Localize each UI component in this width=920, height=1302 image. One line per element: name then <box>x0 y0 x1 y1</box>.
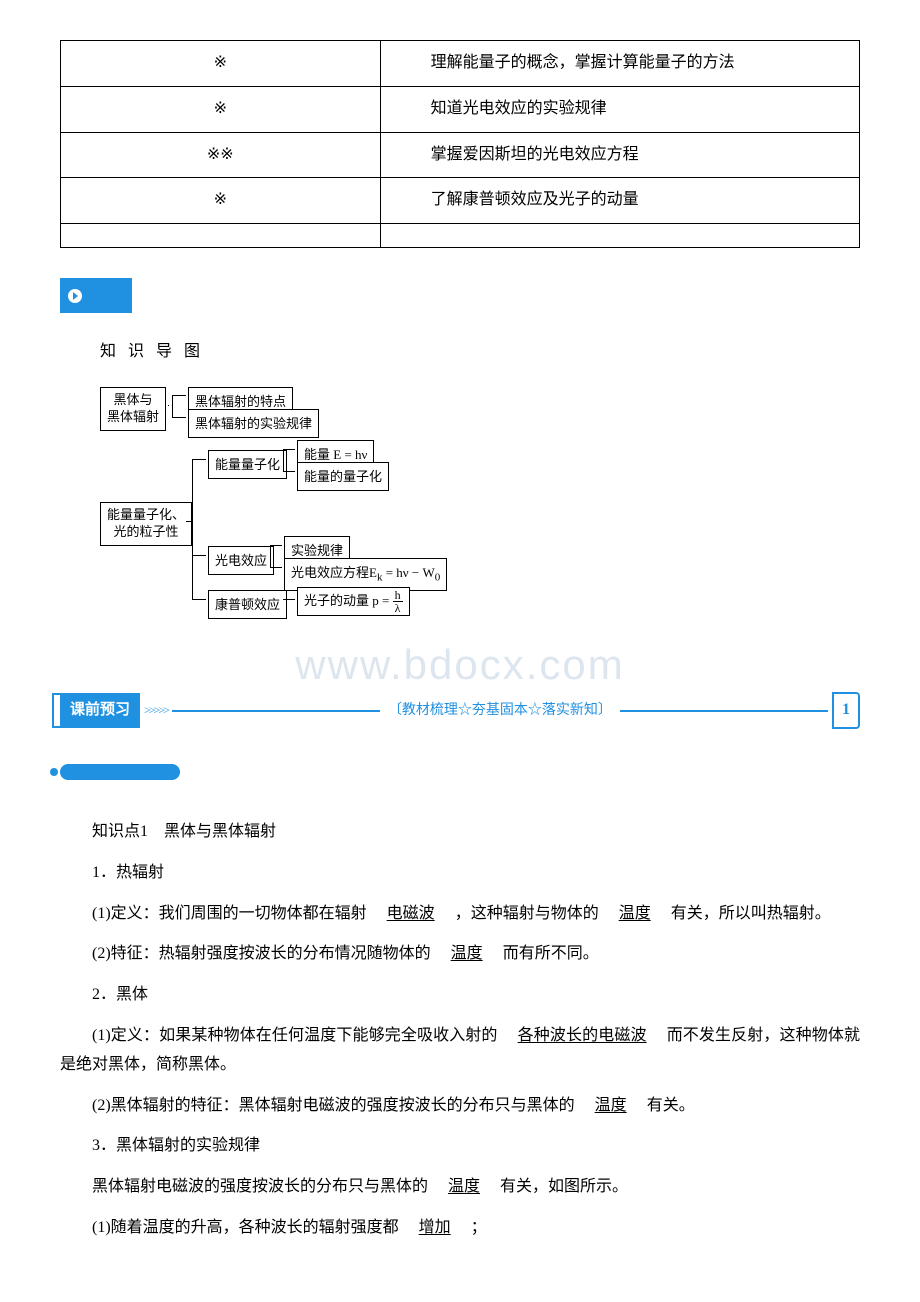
watermark-text: www.bdocx.com <box>60 627 860 703</box>
text: ，这种辐射与物体的 <box>439 905 615 922</box>
text: (2)黑体辐射的特征：黑体辐射电磁波的强度按波长的分布只与黑体的 <box>92 1097 591 1114</box>
text: 黑体辐射电磁波的强度按波长的分布只与黑体的 <box>92 1178 444 1195</box>
km-label: 光的粒子性 <box>114 524 179 539</box>
table-cell-marker: ※ <box>61 41 381 87</box>
table-cell-marker: ※ <box>61 178 381 224</box>
fill-blank: 各种波长的电磁波 <box>514 1027 651 1044</box>
table-cell-desc: 了解康普顿效应及光子的动量 <box>380 178 859 224</box>
banner-left-label: 课前预习 <box>60 693 140 728</box>
km-sub: 0 <box>435 571 441 583</box>
paragraph: 黑体辐射电磁波的强度按波长的分布只与黑体的 温度 有关，如图所示。 <box>60 1173 860 1202</box>
text: (1)定义：如果某种物体在任何温度下能够完全吸收入射的 <box>92 1027 514 1044</box>
text: 有关，如图所示。 <box>484 1178 628 1195</box>
km-node-root1: 黑体与 黑体辐射 <box>100 387 166 431</box>
table-row: ※ 理解能量子的概念，掌握计算能量子的方法 <box>61 41 860 87</box>
km-node: 黑体辐射的实验规律 <box>188 409 319 438</box>
fill-blank: 温度 <box>615 905 655 922</box>
table-row: ※※ 掌握爱因斯坦的光电效应方程 <box>61 132 860 178</box>
km-label: 黑体与 <box>114 392 153 407</box>
km-node-formula: 光子的动量 p = hλ <box>297 587 410 617</box>
fill-blank: 温度 <box>591 1097 631 1114</box>
text: 有关，所以叫热辐射。 <box>655 905 831 922</box>
banner-line <box>172 710 380 712</box>
banner-mid-label: 〔教材梳理☆夯基固本☆落实新知〕 <box>380 698 620 723</box>
text: (1)随着温度的升高，各种波长的辐射强度都 <box>92 1219 415 1236</box>
table-cell-desc: 掌握爱因斯坦的光电效应方程 <box>380 132 859 178</box>
table-row: ※ 了解康普顿效应及光子的动量 <box>61 178 860 224</box>
text: 有关。 <box>631 1097 695 1114</box>
km-node: 能量量子化 <box>208 450 287 479</box>
km-label: 黑体辐射 <box>107 409 159 424</box>
table-cell-marker: ※※ <box>61 132 381 178</box>
km-node: 康普顿效应 <box>208 590 287 619</box>
fill-blank: 增加 <box>415 1219 455 1236</box>
text: 而有所不同。 <box>487 945 599 962</box>
study-banner: 课前预习 >>>>> 〔教材梳理☆夯基固本☆落实新知〕 1 <box>60 692 860 729</box>
fill-blank: 温度 <box>444 1178 484 1195</box>
banner-page-num: 1 <box>832 692 860 729</box>
table-cell-marker: ※ <box>61 86 381 132</box>
km-label: 光电效应方程E <box>291 565 377 580</box>
km-frac-den: λ <box>393 602 403 614</box>
paragraph: (1)定义：如果某种物体在任何温度下能够完全吸收入射的 各种波长的电磁波 而不发… <box>60 1022 860 1080</box>
table-cell-empty <box>61 224 381 248</box>
requirements-table: ※ 理解能量子的概念，掌握计算能量子的方法 ※ 知道光电效应的实验规律 ※※ 掌… <box>60 40 860 248</box>
paragraph: (1)定义：我们周围的一切物体都在辐射 电磁波 ，这种辐射与物体的 温度 有关，… <box>60 900 860 929</box>
table-cell-desc: 理解能量子的概念，掌握计算能量子的方法 <box>380 41 859 87</box>
km-label: 能量量子化、 <box>107 507 185 522</box>
km-node: 光电效应 <box>208 546 274 575</box>
knowledge-map-diagram: 黑体与 黑体辐射 黑体辐射的特点 黑体辐射的实验规律 能量量子化、 光的粒子性 … <box>100 387 860 637</box>
section-title: 知 识 导 图 <box>60 338 860 367</box>
paragraph-title: 3．黑体辐射的实验规律 <box>60 1132 860 1161</box>
paragraph: (2)黑体辐射的特征：黑体辐射电磁波的强度按波长的分布只与黑体的 温度 有关。 <box>60 1092 860 1121</box>
knowledge-point-title: 知识点1 黑体与黑体辐射 <box>60 818 860 847</box>
paragraph-title: 2．黑体 <box>60 981 860 1010</box>
table-cell-desc: 知道光电效应的实验规律 <box>380 86 859 132</box>
km-label: 光子的动量 p = <box>304 593 393 608</box>
text: ； <box>455 1219 487 1236</box>
table-cell-empty <box>380 224 859 248</box>
section-badge <box>60 278 132 313</box>
banner-arrows: >>>>> <box>144 700 168 722</box>
text: (2)特征：热辐射强度按波长的分布情况随物体的 <box>92 945 447 962</box>
fill-blank: 电磁波 <box>383 905 439 922</box>
paragraph: (1)随着温度的升高，各种波长的辐射强度都 增加 ； <box>60 1214 860 1243</box>
play-icon <box>68 289 82 303</box>
table-row-empty <box>61 224 860 248</box>
km-label: = hν − W <box>382 565 434 580</box>
paragraph-title: 1．热辐射 <box>60 859 860 888</box>
fill-blank: 温度 <box>447 945 487 962</box>
text: (1)定义：我们周围的一切物体都在辐射 <box>92 905 383 922</box>
paragraph: (2)特征：热辐射强度按波长的分布情况随物体的 温度 而有所不同。 <box>60 940 860 969</box>
blue-pill-decoration <box>60 764 180 780</box>
km-node-root2: 能量量子化、 光的粒子性 <box>100 502 192 546</box>
banner-line <box>620 710 828 712</box>
table-row: ※ 知道光电效应的实验规律 <box>61 86 860 132</box>
km-node: 能量的量子化 <box>297 462 389 491</box>
